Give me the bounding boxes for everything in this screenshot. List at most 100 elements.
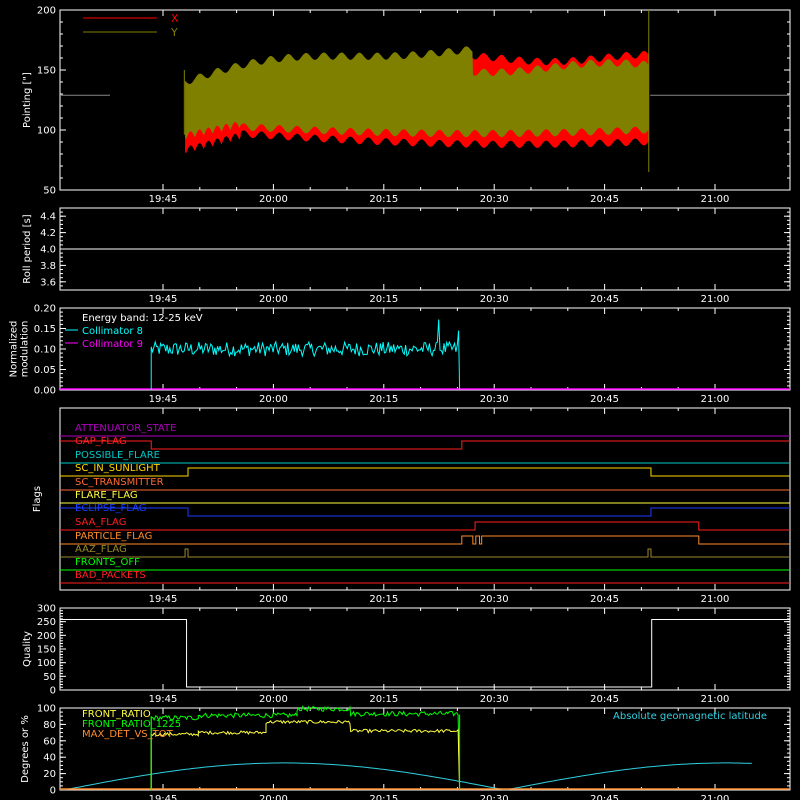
y-tick-label: 200 (37, 6, 56, 17)
flag-line (60, 521, 790, 531)
y-axis-label: Quality (22, 631, 33, 667)
legend-label: Collimator 8 (82, 326, 143, 337)
pointing-panel: 19:45 20:00 20:15 20:30 20:45 21:00 50 100 150 20… (22, 6, 791, 205)
pointing-series-y (185, 46, 649, 139)
x-tick-label: 20:15 (369, 794, 398, 800)
x-tick-label: 19:45 (149, 594, 178, 605)
x-tick-label: 21:00 (701, 794, 730, 800)
y-tick-label: 0.15 (34, 324, 56, 335)
y-tick-label: 0 (50, 686, 56, 697)
energy-band-label: Energy band: 12-25 keV (82, 313, 203, 324)
flag-label: BAD_PACKETS (75, 570, 146, 581)
x-tick-label: 20:45 (590, 794, 619, 800)
quality-panel: 19:45 20:00 20:15 20:30 20:45 21:00 0 50 100 150 2… (22, 604, 791, 705)
y-tick-label: 100 (37, 658, 56, 669)
y-tick-label: 150 (37, 645, 56, 656)
x-tick-label: 20:30 (480, 294, 509, 305)
y-tick-label: 250 (37, 617, 56, 628)
flag-line (60, 467, 790, 477)
y-tick-label: 100 (37, 704, 56, 715)
flag-label: SAA_FLAG (75, 517, 126, 528)
y-tick-label: 0.20 (34, 304, 56, 315)
legend-label: Collimator 9 (82, 339, 143, 350)
x-tick-label: 19:45 (149, 394, 178, 405)
legend-label: FRONT_RATIO_1225 (82, 719, 181, 730)
collimator-8-line (150, 319, 461, 391)
x-tick-label: 20:00 (259, 694, 288, 705)
legend-label-x: X (171, 12, 179, 25)
ratios-panel: 19:45 20:00 20:15 20:30 20:45 21:00 0 20 40 60 80 1… (20, 704, 791, 800)
y-axis-label: Normalized (9, 321, 20, 378)
flag-label: GAP_FLAG (75, 436, 127, 447)
y-tick-label: 4.4 (40, 212, 56, 223)
x-tick-label: 20:15 (369, 394, 398, 405)
x-tick-label: 19:45 (149, 294, 178, 305)
geomagnetic-latitude-line (60, 762, 752, 790)
y-tick-label: 150 (37, 66, 56, 77)
flag-label: PARTICLE_FLAG (75, 531, 152, 542)
quality-line (60, 618, 790, 688)
x-tick-label: 20:30 (480, 594, 509, 605)
flag-label: SC_IN_SUNLIGHT (75, 463, 161, 474)
x-tick-label: 21:00 (701, 294, 730, 305)
front-ratio-1225-line (150, 705, 461, 791)
y-tick-label: 50 (43, 672, 56, 683)
plot-frame (59, 9, 791, 191)
roll-panel: 19:45 20:00 20:15 20:30 20:45 21:00 3.6 3.8 4.0 4… (22, 207, 791, 305)
y-tick-label: 3.6 (40, 277, 56, 288)
flag-label: FRONTS_OFF (75, 557, 140, 568)
flag-line (60, 548, 790, 558)
x-tick-label: 21:00 (701, 194, 730, 205)
x-tick-label: 20:45 (590, 394, 619, 405)
y-tick-label: 60 (43, 736, 56, 747)
x-tick-label: 20:00 (259, 294, 288, 305)
legend-label-y: Y (170, 26, 178, 39)
y-tick-label: 20 (43, 769, 56, 780)
x-tick-label: 19:45 (149, 194, 178, 205)
flag-label: POSSIBLE_FLARE (75, 450, 160, 461)
y-tick-label: 200 (37, 631, 56, 642)
y-axis-label: Flags (32, 486, 43, 512)
x-tick-label: 21:00 (701, 594, 730, 605)
y-tick-label: 0.10 (34, 345, 56, 356)
x-tick-label: 20:45 (590, 694, 619, 705)
y-tick-label: 40 (43, 753, 56, 764)
x-tick-label: 20:15 (369, 694, 398, 705)
x-tick-label: 20:30 (480, 194, 509, 205)
y-axis-label: Pointing ["] (22, 72, 33, 128)
x-tick-label: 20:00 (259, 194, 288, 205)
legend-label: Absolute geomagnetic latitude (613, 711, 767, 722)
plot-frame (59, 407, 791, 591)
x-tick-label: 20:30 (480, 694, 509, 705)
y-tick-label: 0.05 (34, 365, 56, 376)
x-tick-label: 20:45 (590, 594, 619, 605)
y-tick-label: 3.8 (40, 261, 56, 272)
flag-line (60, 440, 790, 450)
x-tick-label: 20:45 (590, 194, 619, 205)
flag-label: SC_TRANSMITTER (75, 477, 164, 488)
y-tick-label: 0.00 (34, 386, 56, 397)
y-tick-label: 80 (43, 720, 56, 731)
x-tick-label: 20:00 (259, 794, 288, 800)
x-tick-label: 20:30 (480, 394, 509, 405)
legend-label: FRONT_RATIO (82, 709, 151, 720)
x-tick-label: 20:15 (369, 294, 398, 305)
flag-line (60, 507, 790, 517)
flag-label: AAZ_FLAG (75, 544, 127, 555)
x-tick-label: 20:00 (259, 394, 288, 405)
y-axis-label: modulation (20, 321, 31, 378)
x-tick-label: 20:00 (259, 594, 288, 605)
y-tick-label: 50 (43, 186, 56, 197)
flag-line (60, 535, 790, 545)
x-tick-label: 20:15 (369, 194, 398, 205)
flag-label: FLARE_FLAG (75, 490, 138, 501)
y-axis-label: Degrees or % (20, 715, 31, 783)
y-tick-label: 4.0 (40, 245, 56, 256)
legend-label: MAX_DET_VS_TOT (82, 729, 174, 740)
front-ratio-line (150, 719, 461, 791)
x-tick-label: 19:45 (149, 694, 178, 705)
x-tick-label: 20:30 (480, 794, 509, 800)
flags-panel: 19:45 20:00 20:15 20:30 20:45 21:00 Flags ATTEN… (32, 407, 791, 605)
flag-label: ECLIPSE_FLAG (75, 503, 146, 514)
